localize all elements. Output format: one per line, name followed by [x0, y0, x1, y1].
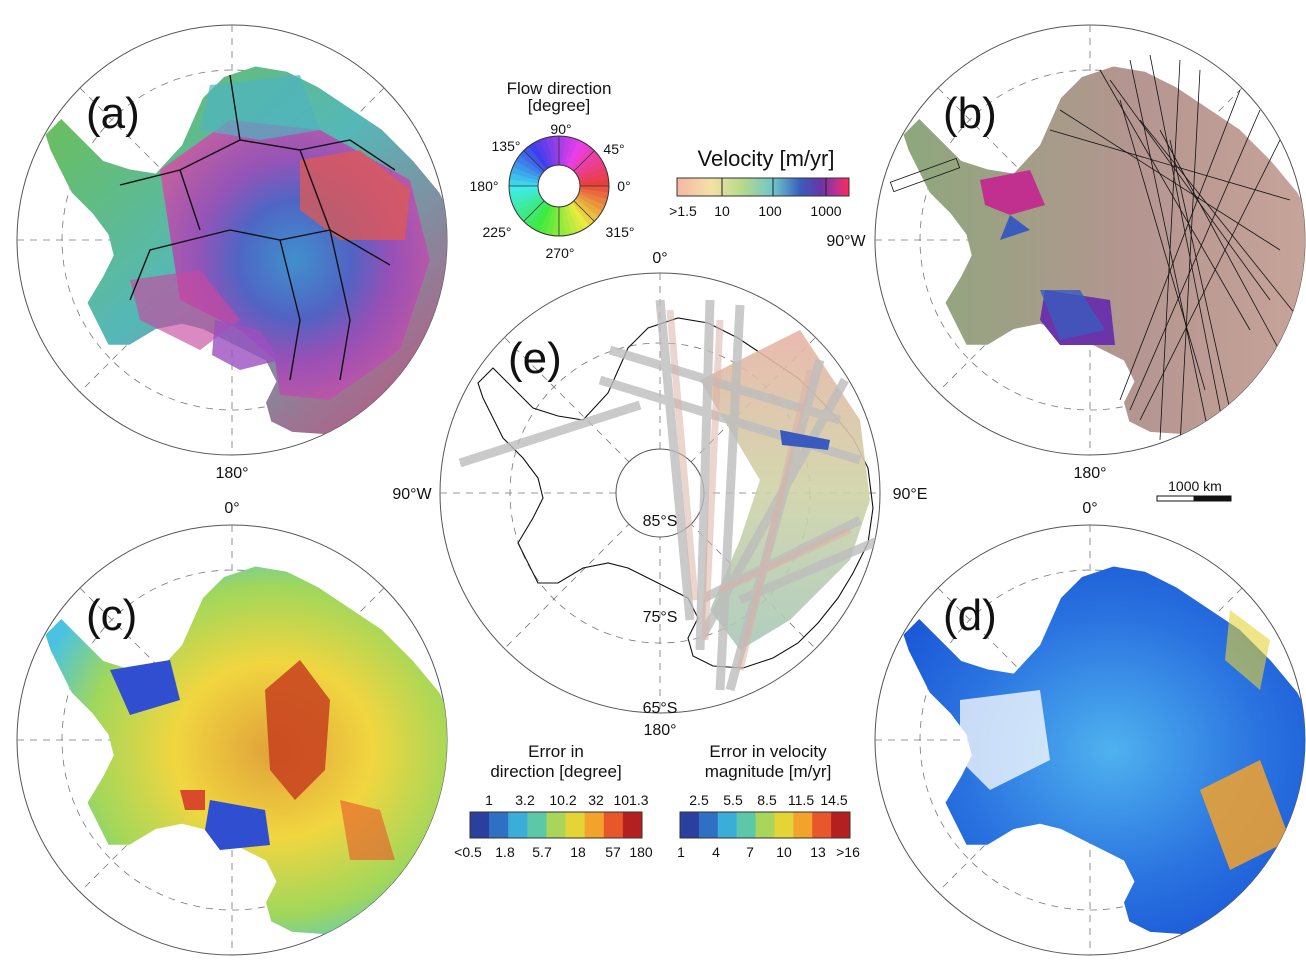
panel-e-left-longitude: 90°W	[392, 486, 432, 503]
panel-e-bottom-longitude: 180°	[643, 722, 676, 739]
vel-error-bottom-tick: 10	[776, 844, 792, 860]
velocity-legend-title: Velocity [m/yr]	[698, 146, 835, 171]
vel-error-top-tick: 5.5	[723, 792, 743, 808]
panel-a-letter: (a)	[86, 89, 140, 138]
vel-error-title-line2: magnitude [m/yr]	[705, 762, 832, 781]
dir-error-top-tick: 10.2	[549, 792, 576, 808]
dir-error-bottom-tick: 180	[629, 844, 653, 860]
panel-c-letter: (c)	[86, 591, 137, 640]
velocity-legend: Velocity [m/yr] >1.5 10 100 1000	[669, 146, 849, 219]
flow-angle-270: 270°	[546, 245, 575, 261]
panel-d-letter: (d)	[943, 591, 997, 640]
flow-angle-90: 90°	[550, 121, 571, 137]
panel-a: (a) 180°	[17, 25, 460, 482]
direction-error-legend: Error in direction [degree] 1 3.2 10.2 3…	[454, 742, 653, 860]
vel-error-colorbar-swatch	[774, 812, 793, 838]
panel-c-top-longitude: 0°	[224, 500, 239, 517]
panel-b-left-longitude: 90°W	[826, 233, 866, 250]
flow-legend-title-line2: [degree]	[528, 96, 590, 115]
panel-e-right-longitude: 90°E	[893, 486, 928, 503]
panel-e-letter: (e)	[508, 334, 562, 383]
vel-error-top-tick: 11.5	[788, 792, 814, 808]
vel-error-bottom-tick: 4	[712, 844, 720, 860]
panel-e-lat-65: 65°S	[643, 700, 678, 717]
vel-error-colorbar-swatch	[718, 812, 737, 838]
dir-error-colorbar-swatch	[546, 812, 565, 838]
panel-d: 0° (d)	[875, 500, 1306, 955]
dir-error-colorbar-swatch	[585, 812, 604, 838]
panel-e: 0°	[392, 250, 927, 739]
dir-error-top-tick: 32	[588, 792, 604, 808]
velocity-tick-1: >1.5	[669, 203, 697, 219]
dir-error-top-tick: 101.3	[613, 792, 648, 808]
dir-error-bottom-tick: 57	[605, 844, 621, 860]
panel-b-bottom-longitude: 180°	[1073, 465, 1106, 482]
scale-bar-white-segment	[1157, 496, 1194, 501]
dir-error-colorbar-swatch	[470, 812, 489, 838]
panel-e-lat-85: 85°S	[643, 513, 678, 530]
dir-error-colorbar-swatch	[566, 812, 585, 838]
vel-error-colorbar	[680, 812, 850, 838]
dir-error-bottom-tick: 5.7	[532, 844, 552, 860]
scale-bar-label: 1000 km	[1168, 478, 1222, 494]
panel-a-flow-direction-patch	[200, 75, 320, 140]
flow-angle-315: 315°	[606, 224, 635, 240]
dir-error-colorbar	[470, 812, 642, 838]
color-wheel-hole	[538, 165, 580, 207]
scale-bar: 1000 km	[1157, 478, 1231, 501]
dir-error-bottom-tick: 1.8	[495, 844, 515, 860]
dir-error-top-tick: 1	[485, 792, 493, 808]
vel-error-colorbar-swatch	[793, 812, 812, 838]
dir-error-colorbar-swatch	[527, 812, 546, 838]
dir-error-top-tick: 3.2	[515, 792, 535, 808]
vel-error-bottom-tick: 7	[746, 844, 754, 860]
vel-error-colorbar-swatch	[756, 812, 775, 838]
panel-d-top-longitude: 0°	[1082, 500, 1097, 517]
velocity-tick-4: 1000	[810, 203, 841, 219]
flow-angle-225: 225°	[483, 224, 512, 240]
vel-error-colorbar-swatch	[831, 812, 850, 838]
vel-error-top-tick: 8.5	[757, 792, 777, 808]
dir-error-colorbar-swatch	[604, 812, 623, 838]
velocity-error-legend: Error in velocity magnitude [m/yr] 2.5 5…	[677, 742, 860, 860]
velocity-colorbar	[677, 178, 849, 196]
vel-error-colorbar-swatch	[680, 812, 699, 838]
flow-angle-135: 135°	[492, 138, 521, 154]
vel-error-colorbar-swatch	[812, 812, 831, 838]
vel-error-bottom-tick: 1	[677, 844, 685, 860]
dir-error-title-line2: direction [degree]	[490, 762, 621, 781]
dir-error-title-line1: Error in	[528, 742, 584, 761]
vel-error-colorbar-swatch	[699, 812, 718, 838]
scale-bar-black-segment	[1194, 496, 1231, 501]
dir-error-bottom-tick: <0.5	[454, 844, 482, 860]
dir-error-colorbar-swatch	[489, 812, 508, 838]
flow-direction-legend: Flow direction [degree] 90° 45° 0° 315° …	[470, 79, 635, 261]
panel-b: (b) 180° 90°W	[826, 25, 1306, 482]
vel-error-bottom-tick: 13	[810, 844, 826, 860]
panel-c: 0° (c)	[17, 500, 460, 955]
vel-error-title-line1: Error in velocity	[709, 742, 827, 761]
vel-error-bottom-tick: >16	[836, 844, 860, 860]
panel-b-letter: (b)	[943, 89, 997, 138]
flow-angle-45: 45°	[603, 141, 624, 157]
vel-error-colorbar-swatch	[737, 812, 756, 838]
dir-error-colorbar-swatch	[623, 812, 642, 838]
panel-a-bottom-longitude: 180°	[215, 465, 248, 482]
velocity-tick-3: 100	[758, 203, 782, 219]
flow-angle-0: 0°	[617, 178, 630, 194]
velocity-tick-2: 10	[714, 203, 730, 219]
dir-error-bottom-tick: 18	[570, 844, 586, 860]
vel-error-top-tick: 2.5	[689, 792, 709, 808]
dir-error-colorbar-swatch	[508, 812, 527, 838]
vel-error-top-tick: 14.5	[820, 792, 847, 808]
panel-e-top-longitude: 0°	[652, 250, 667, 267]
panel-e-lat-75: 75°S	[643, 609, 678, 626]
flow-angle-180: 180°	[470, 178, 499, 194]
